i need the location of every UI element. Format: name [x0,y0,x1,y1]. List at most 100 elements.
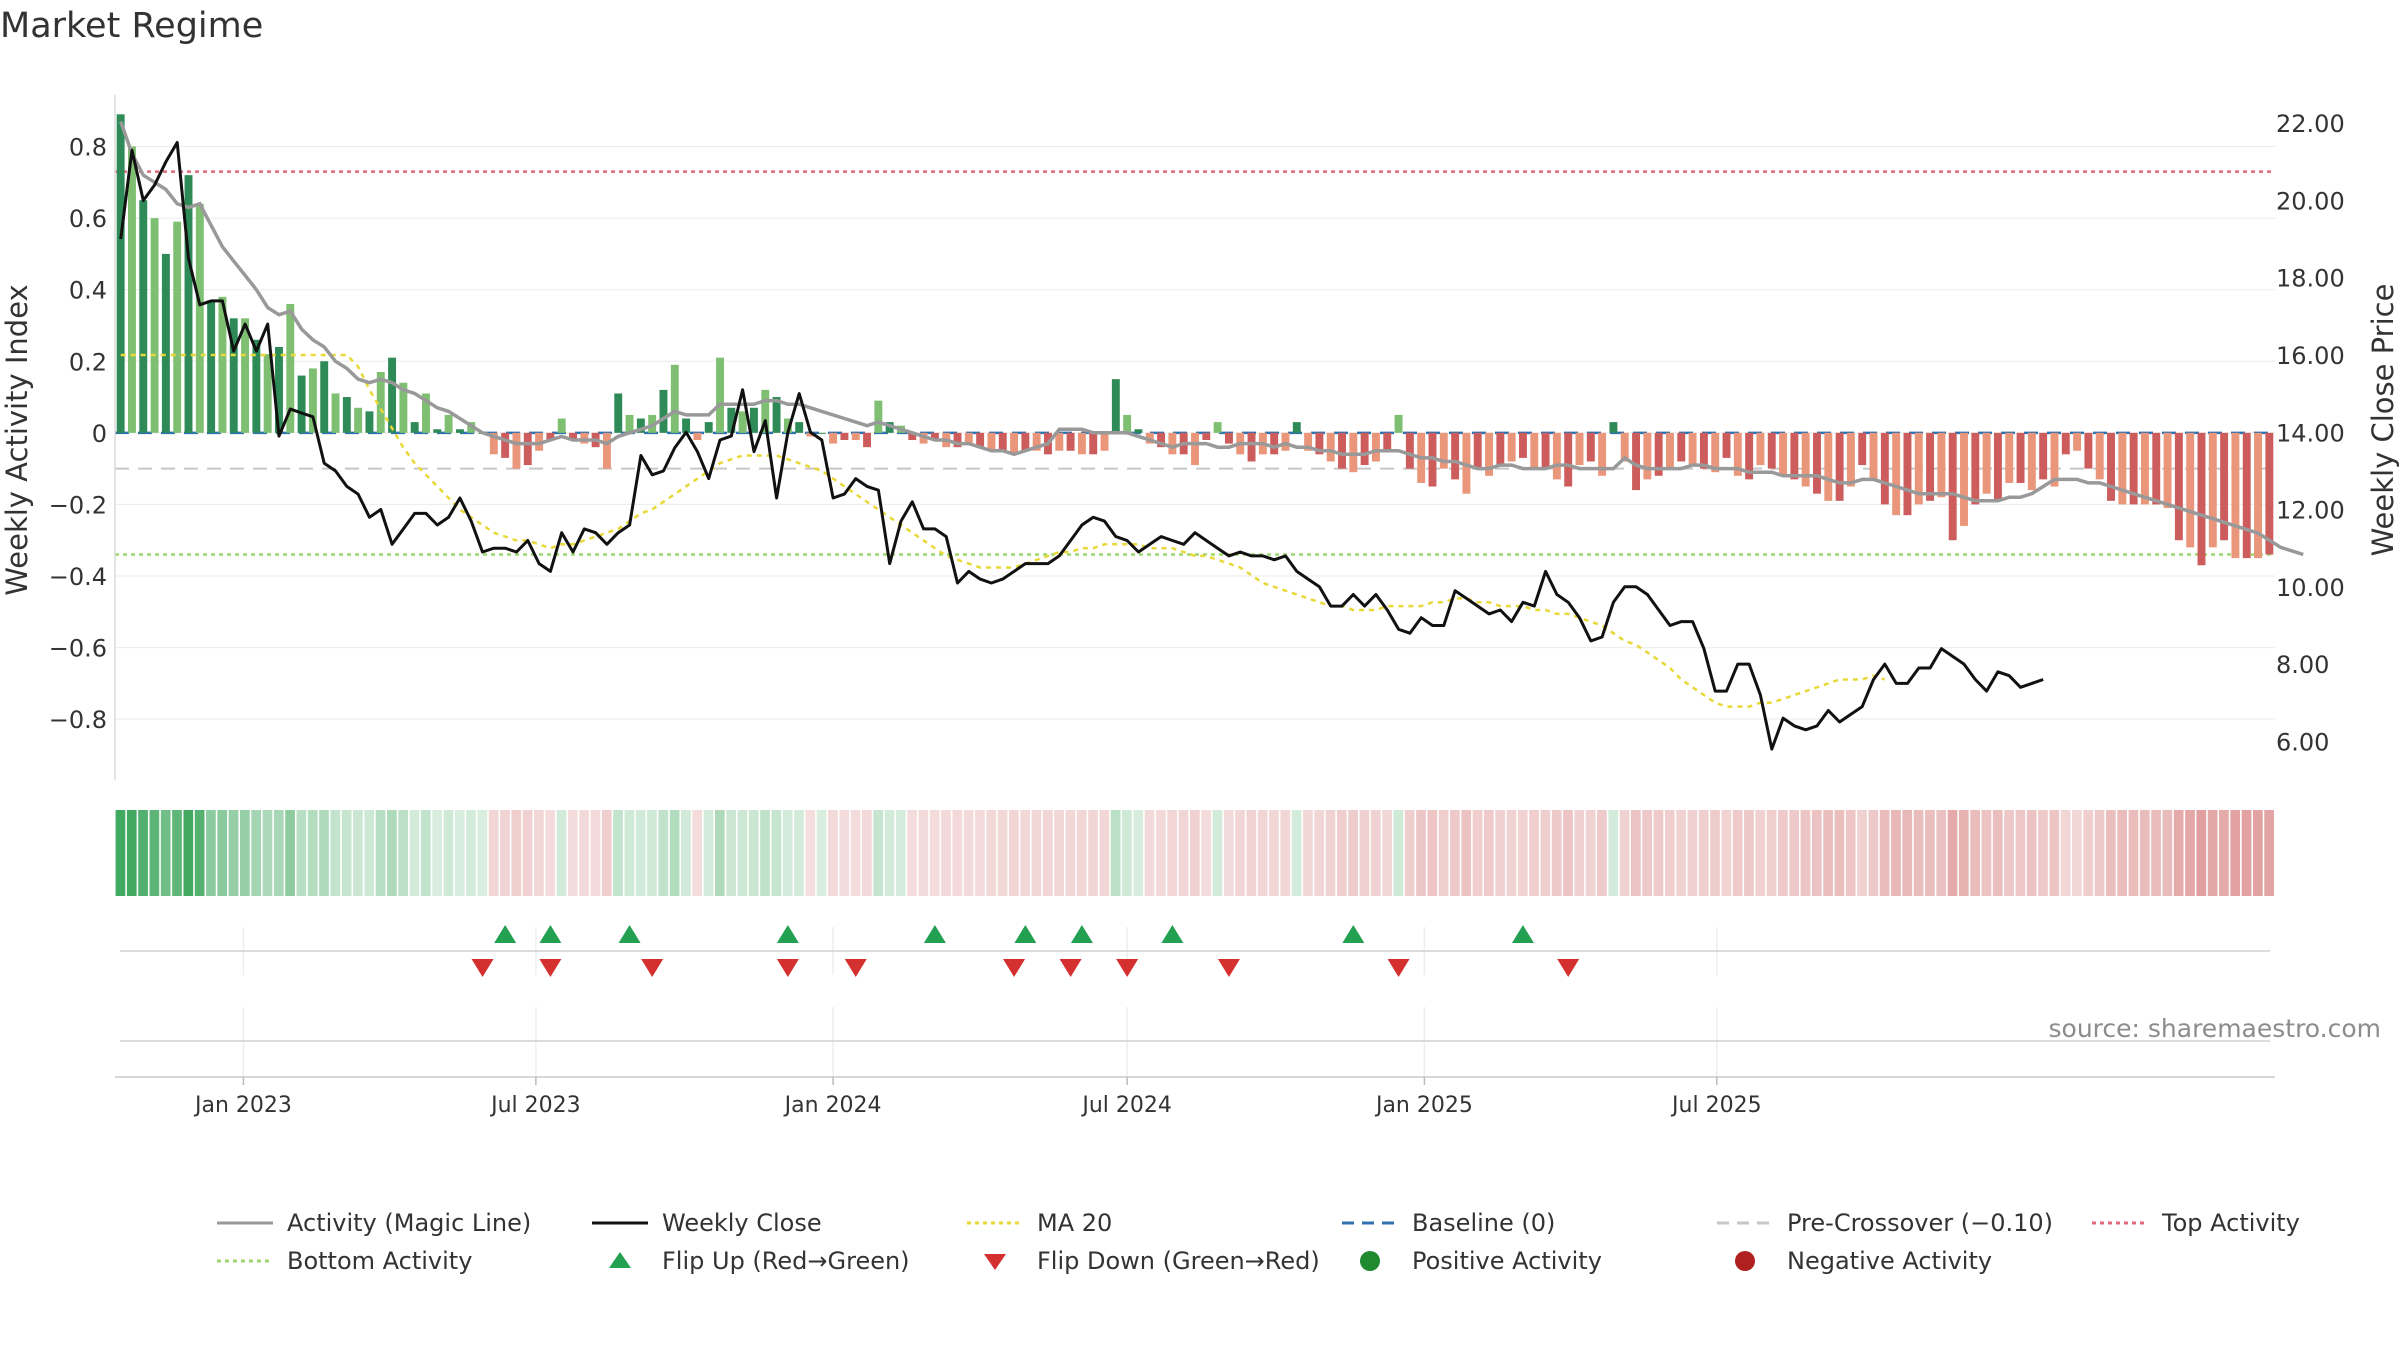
activity-strip-cell [1382,810,1392,896]
flip-down-marker [844,959,867,977]
legend-swatch [592,1221,648,1225]
activity-bar [1982,432,1991,494]
activity-strip-cell [669,810,680,896]
legend-item: Positive Activity [1340,1244,1602,1278]
legend-label: Baseline (0) [1412,1209,1556,1237]
activity-bar [1530,432,1539,469]
activity-strip-cell [2219,810,2229,896]
activity-strip-cell [613,810,623,896]
activity-strip-cell [1031,810,1042,896]
activity-strip-cell [579,810,589,896]
activity-strip-cell [1427,810,1438,896]
activity-strip-cell [1800,810,1811,896]
activity-strip-cell [1314,810,1325,896]
y-right-tick-label: 20.00 [2276,187,2345,215]
flip-up-marker [1014,925,1037,943]
activity-bar [2231,432,2240,559]
activity-bar [1903,432,1912,516]
activity-strip-cell [658,810,669,896]
activity-strip-cell [1133,810,1144,896]
activity-bar [817,432,826,434]
activity-strip-cell [1766,810,1777,896]
activity-strip-cell [1857,810,1867,896]
activity-bar [738,411,747,433]
activity-bar [546,432,555,440]
activity-bar [693,432,702,440]
activity-bar [489,432,498,455]
activity-bar [1439,432,1448,469]
legend-swatch [984,1254,1006,1270]
activity-bar [1157,432,1166,448]
source-credit: source: sharemaestro.com [2048,1014,2382,1043]
activity-strip-cell [115,810,126,896]
legend: Activity (Magic Line) Weekly Close MA 20 Ba… [215,1206,2355,1286]
activity-strip-cell [1269,810,1279,896]
activity-bar [150,218,159,433]
activity-bar [1914,432,1923,505]
activity-strip-cell [2230,810,2241,896]
legend-swatch [967,1221,1023,1225]
activity-bar [1575,432,1584,466]
activity-bar [2242,432,2251,559]
activity-bar [2118,432,2127,505]
activity-strip-cell [1630,810,1641,896]
activity-strip-cell [285,810,295,896]
activity-strip-cell [1246,810,1257,896]
y-right-tick-label: 16.00 [2276,342,2345,370]
y-right-tick-label: 6.00 [2276,728,2329,756]
activity-bar [184,175,193,433]
activity-strip-cell [2094,810,2105,896]
activity-strip-cell [364,810,375,896]
legend-item: Flip Up (Red→Green) [590,1244,910,1278]
activity-bar [365,411,374,433]
activity-bar [716,357,724,433]
flip-up-marker [618,925,641,943]
activity-bar [1168,432,1177,455]
activity-strip-cell [2117,810,2127,896]
activity-bar [2208,432,2217,548]
activity-strip-cell [1585,810,1596,896]
activity-bar [1971,432,1980,505]
activity-strip-cell [217,810,228,896]
activity-bar [1948,432,1957,541]
activity-strip-cell [1608,810,1619,896]
activity-bar [308,368,317,433]
activity-bar [1224,432,1233,444]
activity-bar [1846,432,1855,487]
activity-bar [1349,432,1358,473]
activity-strip-cell [1619,810,1630,896]
activity-strip-cell [1122,810,1132,896]
activity-strip-cell [534,810,544,896]
activity-strip-cell [1529,810,1539,896]
activity-strip-cell [1653,810,1664,896]
activity-strip-cell [160,810,171,896]
activity-strip-cell [1902,810,1913,896]
activity-strip-cell [2264,810,2274,896]
activity-strip-cell [2015,810,2026,896]
activity-bar [1993,432,2002,501]
activity-strip-cell [1042,810,1053,896]
activity-strip-cell [1879,810,1890,896]
activity-strip-cell [601,810,612,896]
activity-strip-cell [1721,810,1732,896]
activity-strip-cell [805,810,816,896]
activity-strip-cell [850,810,861,896]
activity-bar [354,407,363,433]
activity-bar [1451,432,1460,480]
activity-strip-cell [929,810,940,896]
activity-strip-cell [2151,810,2161,896]
activity-bar [410,422,419,433]
activity-strip-cell [748,810,759,896]
activity-strip-cell [126,810,137,896]
activity-strip-cell [1891,810,1901,896]
activity-bar [840,432,849,440]
activity-strip-cell [1223,810,1234,896]
activity-bar [173,221,182,433]
activity-strip-cell [567,810,578,896]
grid-lines [115,146,2275,1077]
activity-bar [1552,432,1561,480]
activity-strip-cell [2252,810,2263,896]
activity-strip-cell [1450,810,1460,896]
activity-bar [422,393,430,433]
